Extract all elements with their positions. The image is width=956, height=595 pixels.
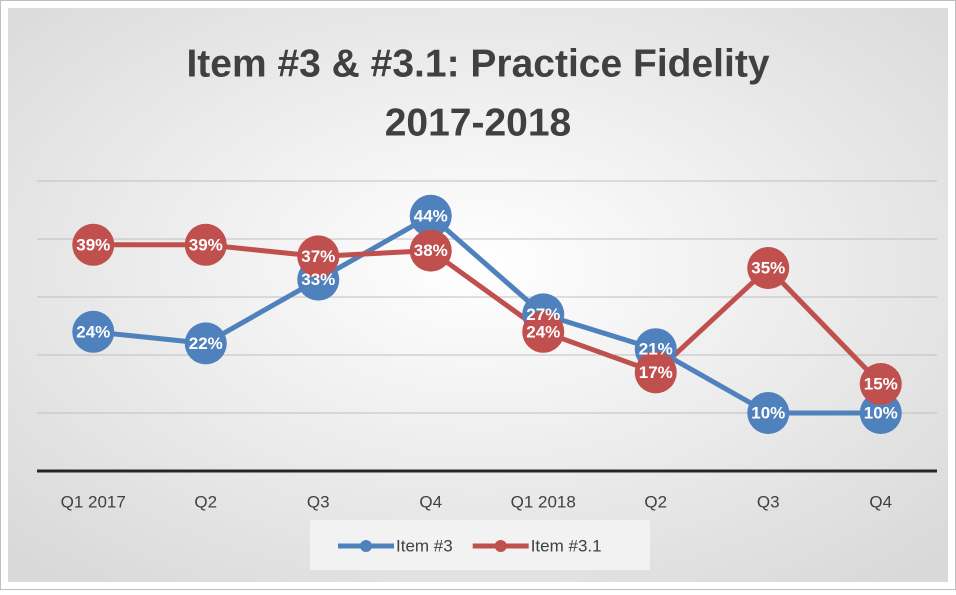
data-label: 38% xyxy=(414,241,448,260)
data-point xyxy=(297,235,340,278)
chart-title: 2017-2018 xyxy=(385,101,572,144)
data-point xyxy=(747,392,790,434)
data-label: 27% xyxy=(526,305,560,324)
x-tick-label: Q1 2018 xyxy=(511,492,576,511)
data-label: 10% xyxy=(864,403,898,422)
chart-title: Item #3 & #3.1: Practice Fidelity xyxy=(186,42,769,85)
data-point xyxy=(522,310,565,353)
data-label: 24% xyxy=(526,322,560,341)
data-label: 35% xyxy=(751,258,785,277)
data-label: 39% xyxy=(189,235,223,254)
data-label: 44% xyxy=(414,206,448,225)
legend-label: Item #3.1 xyxy=(531,536,602,555)
data-label: 10% xyxy=(751,403,785,422)
data-label: 21% xyxy=(639,340,673,359)
data-point xyxy=(184,223,227,266)
x-tick-label: Q4 xyxy=(869,492,892,511)
x-tick-label: Q2 xyxy=(644,492,667,511)
data-point xyxy=(184,322,227,365)
x-tick-label: Q2 xyxy=(194,492,217,511)
data-point xyxy=(409,229,452,272)
data-point xyxy=(859,392,902,434)
x-tick-label: Q3 xyxy=(757,492,780,511)
data-label: 37% xyxy=(301,247,335,266)
legend-marker xyxy=(494,540,507,552)
data-point xyxy=(72,310,115,353)
data-point xyxy=(409,194,452,237)
chart-background xyxy=(8,8,948,582)
x-tick-label: Q1 2017 xyxy=(61,492,126,511)
data-point xyxy=(859,363,902,405)
data-point xyxy=(72,223,115,266)
x-tick-label: Q3 xyxy=(307,492,330,511)
series-line xyxy=(92,212,881,416)
data-label: 33% xyxy=(301,270,335,289)
legend-label: Item #3 xyxy=(396,536,453,555)
data-label: 39% xyxy=(76,235,110,254)
data-label: 15% xyxy=(864,374,898,393)
data-label: 24% xyxy=(76,322,110,341)
data-label: 17% xyxy=(639,363,673,382)
legend-marker xyxy=(360,540,372,552)
data-point xyxy=(634,351,677,394)
data-label: 22% xyxy=(189,334,223,353)
data-point xyxy=(747,247,790,289)
x-tick-label: Q4 xyxy=(419,492,442,511)
